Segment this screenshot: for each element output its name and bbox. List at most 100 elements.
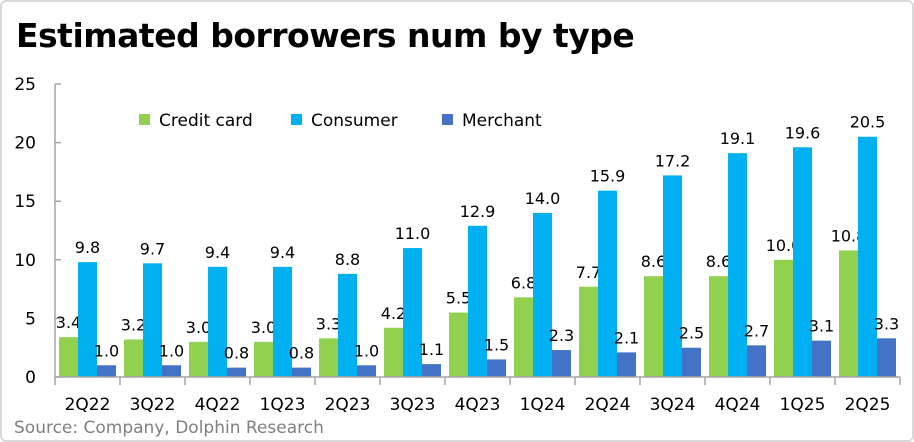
- data-label: 9.7: [140, 239, 165, 258]
- data-label: 1.1: [419, 340, 444, 359]
- x-tick-label: 4Q23: [455, 395, 501, 415]
- bar-merchant: [97, 365, 116, 377]
- bar-merchant: [292, 367, 311, 377]
- bar-credit-card: [449, 312, 468, 377]
- bar-consumer: [793, 147, 812, 377]
- legend-swatch: [442, 114, 453, 125]
- data-label: 2.1: [614, 328, 639, 347]
- y-tick-label: 10: [14, 251, 36, 271]
- legend-swatch: [291, 114, 302, 125]
- x-tick-label: 4Q24: [715, 395, 761, 415]
- y-tick-label: 0: [25, 368, 36, 388]
- data-label: 1.0: [354, 341, 379, 360]
- bar-credit-card: [644, 276, 663, 377]
- chart-source: Source: Company, Dolphin Research: [14, 418, 324, 438]
- bar-merchant: [162, 365, 181, 377]
- bar-consumer: [598, 190, 617, 377]
- x-tick-label: 2Q25: [845, 395, 891, 415]
- x-tick-label: 3Q22: [130, 395, 176, 415]
- data-label: 15.9: [590, 167, 626, 186]
- bar-merchant: [487, 359, 506, 377]
- x-tick-label: 3Q23: [390, 395, 436, 415]
- legend-swatch: [139, 114, 150, 125]
- data-label: 8.6: [706, 252, 731, 271]
- x-tick-label: 2Q24: [585, 395, 631, 415]
- bar-merchant: [552, 350, 571, 377]
- data-label: 1.0: [94, 341, 119, 360]
- y-tick-label: 25: [14, 75, 36, 95]
- data-label: 17.2: [655, 151, 691, 170]
- bar-credit-card: [124, 339, 143, 377]
- data-label: 19.6: [785, 123, 821, 142]
- bar-merchant: [812, 340, 831, 377]
- data-label: 2.5: [679, 324, 704, 343]
- bar-credit-card: [319, 338, 338, 377]
- x-tick-label: 1Q25: [780, 395, 826, 415]
- data-label: 3.2: [121, 315, 146, 334]
- data-label: 7.7: [576, 263, 601, 282]
- x-tick-label: 3Q24: [650, 395, 696, 415]
- bar-merchant: [617, 352, 636, 377]
- x-tick-label: 1Q24: [520, 395, 566, 415]
- bar-credit-card: [514, 297, 533, 377]
- x-tick-label: 1Q23: [260, 395, 306, 415]
- bar-credit-card: [254, 341, 273, 377]
- data-label: 14.0: [525, 189, 561, 208]
- bar-consumer: [78, 262, 97, 377]
- bar-credit-card: [59, 337, 78, 377]
- bar-merchant: [227, 367, 246, 377]
- data-label: 0.8: [224, 344, 249, 363]
- data-label: 10.0: [766, 236, 802, 255]
- bar-merchant: [682, 347, 701, 377]
- y-tick-label: 15: [14, 192, 36, 212]
- x-tick-label: 2Q22: [65, 395, 111, 415]
- bar-consumer: [208, 266, 227, 377]
- data-label: 3.1: [809, 317, 834, 336]
- bar-merchant: [877, 338, 896, 377]
- bar-consumer: [273, 266, 292, 377]
- data-label: 1.5: [484, 335, 509, 354]
- bar-credit-card: [709, 276, 728, 377]
- bar-consumer: [533, 212, 552, 377]
- legend-label: Consumer: [311, 111, 398, 131]
- bar-merchant: [747, 345, 766, 377]
- data-label: 9.8: [75, 238, 100, 257]
- y-tick-label: 20: [14, 134, 36, 154]
- data-label: 1.0: [159, 341, 184, 360]
- data-label: 3.0: [251, 318, 276, 337]
- data-label: 9.4: [270, 243, 295, 262]
- legend-label: Credit card: [159, 111, 253, 131]
- bar-merchant: [357, 365, 376, 377]
- bar-consumer: [143, 263, 162, 377]
- bar-credit-card: [384, 327, 403, 377]
- bar-consumer: [728, 153, 747, 377]
- bar-credit-card: [579, 286, 598, 377]
- data-label: 3.0: [186, 318, 211, 337]
- data-label: 5.5: [446, 289, 471, 308]
- bar-consumer: [468, 225, 487, 377]
- data-label: 9.4: [205, 243, 230, 262]
- data-label: 10.8: [831, 226, 867, 245]
- bar-consumer: [338, 273, 357, 377]
- bar-consumer: [858, 136, 877, 377]
- bar-consumer: [403, 248, 422, 377]
- bar-merchant: [422, 364, 441, 377]
- data-label: 8.6: [641, 252, 666, 271]
- data-label: 0.8: [289, 344, 314, 363]
- bar-credit-card: [839, 250, 858, 377]
- bar-credit-card: [189, 341, 208, 377]
- data-label: 4.2: [381, 304, 406, 323]
- data-label: 19.1: [720, 129, 756, 148]
- data-label: 12.9: [460, 202, 496, 221]
- x-tick-label: 4Q22: [195, 395, 241, 415]
- bar-consumer: [663, 175, 682, 377]
- data-label: 20.5: [850, 113, 886, 132]
- data-label: 2.3: [549, 326, 574, 345]
- data-label: 8.8: [335, 250, 360, 269]
- data-label: 3.3: [316, 314, 341, 333]
- data-label: 3.4: [56, 313, 81, 332]
- legend-label: Merchant: [462, 111, 542, 131]
- x-tick-label: 2Q23: [325, 395, 371, 415]
